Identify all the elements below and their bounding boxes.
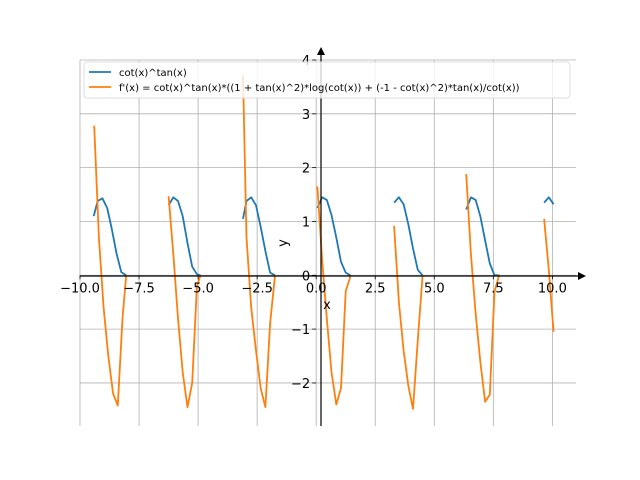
series-0-line xyxy=(465,196,500,277)
y-tick-label: 3 xyxy=(302,108,310,123)
x-tick-label: −10.0 xyxy=(60,281,100,296)
legend-label-0: cot(x)^tan(x) xyxy=(119,68,187,79)
series-0-line xyxy=(316,196,351,277)
plot-series xyxy=(92,75,555,410)
y-tick-label: 0 xyxy=(302,269,310,284)
y-tick-label: 1 xyxy=(302,215,310,230)
x-tick-label: −7.5 xyxy=(123,281,155,296)
series-1-line xyxy=(543,218,555,332)
series-0-line xyxy=(167,196,201,277)
series-1 xyxy=(93,75,555,410)
grid xyxy=(79,59,576,426)
y-tick-label: −1 xyxy=(291,323,310,338)
ticks: −10.0 −7.5 −5.0 −2.5 0.0 2.5 5.0 7.5 10.0 −2 −1 0 1 2… xyxy=(60,54,567,392)
series-0-line xyxy=(393,196,424,276)
x-axis-label: x xyxy=(323,298,331,313)
series-1-line xyxy=(242,75,276,409)
x-tick-label: 10.0 xyxy=(538,281,567,296)
legend-label-1: f'(x) = cot(x)^tan(x)*((1 + tan(x)^2)*lo… xyxy=(119,83,520,94)
x-tick-label: 5.0 xyxy=(424,281,445,296)
x-tick-label: −5.0 xyxy=(182,281,214,296)
y-axis-arrow xyxy=(317,47,325,55)
series-1-line xyxy=(393,225,424,410)
x-axis-arrow xyxy=(578,272,586,280)
series-1-line xyxy=(167,196,202,409)
legend-box xyxy=(83,61,571,99)
legend: cot(x)^tan(x) f'(x) = cot(x)^tan(x)*((1 … xyxy=(83,61,571,99)
series-0 xyxy=(92,196,555,277)
series-0-line xyxy=(92,197,127,277)
series-0-line xyxy=(242,196,276,277)
series-1-line xyxy=(465,174,501,403)
y-tick-label: 2 xyxy=(302,162,310,177)
x-tick-label: 7.5 xyxy=(483,281,504,296)
y-axis-label: y xyxy=(276,239,291,247)
y-tick-label: −2 xyxy=(291,377,310,392)
axes xyxy=(80,47,586,426)
series-1-line xyxy=(93,125,127,407)
x-tick-label: 2.5 xyxy=(365,281,386,296)
x-tick-label: 0.0 xyxy=(306,281,327,296)
series-1-line xyxy=(316,186,352,406)
x-tick-label: −2.5 xyxy=(241,281,273,296)
series-0-line xyxy=(543,196,555,205)
